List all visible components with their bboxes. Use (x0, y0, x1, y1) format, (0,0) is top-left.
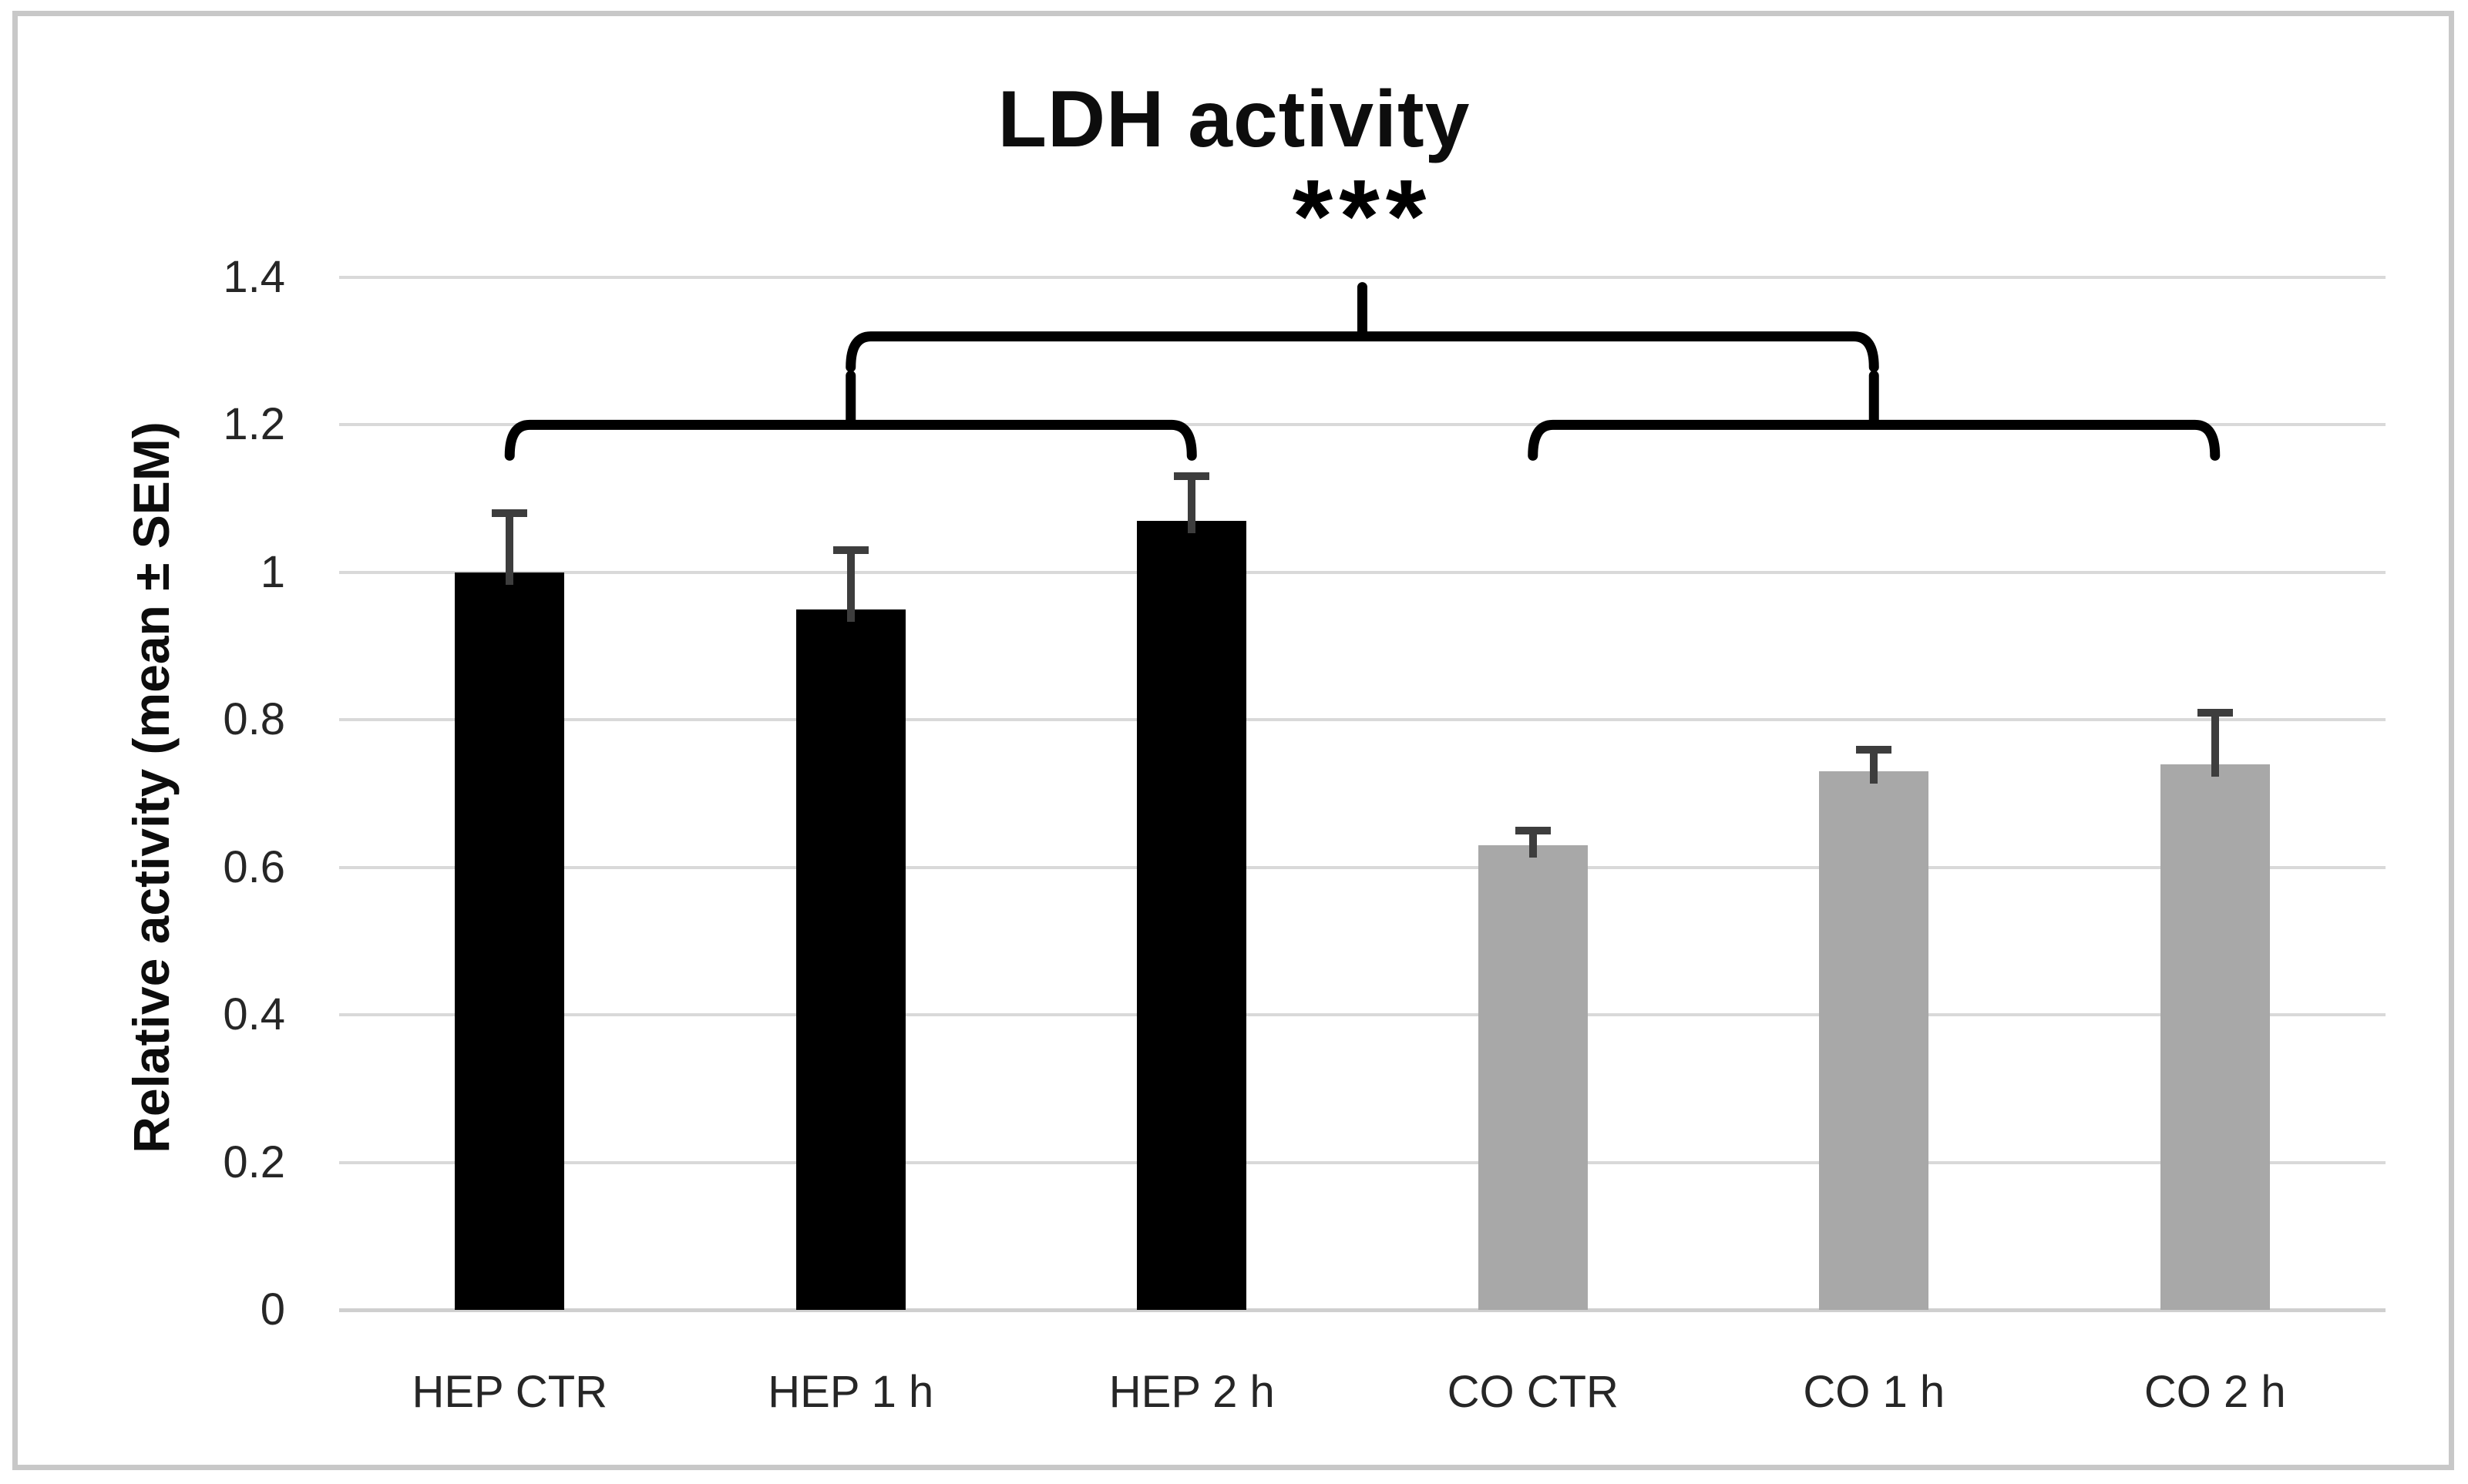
bar-co-2-h (2160, 764, 2270, 1310)
error-bar-cap-hep-2-h (1174, 472, 1210, 481)
gridline-0.4 (339, 1013, 2386, 1017)
bar-hep-1-h (795, 609, 906, 1310)
y-tick-label-0.4: 0.4 (223, 989, 285, 1040)
bar-co-1-h (1819, 771, 1929, 1310)
bar-hep-2-h (1137, 520, 1247, 1310)
y-tick-label-1.2: 1.2 (223, 399, 285, 450)
error-bar-cap-co-1-h (1856, 745, 1892, 754)
y-tick-label-1: 1 (260, 546, 285, 597)
gridline-1.4 (339, 276, 2386, 279)
error-bar-cap-co-ctr (1515, 826, 1551, 834)
main-bracket (846, 331, 1879, 373)
y-tick-label-0.2: 0.2 (223, 1137, 285, 1187)
chart-title: LDH activity (997, 75, 1471, 164)
y-tick-label-0.8: 0.8 (223, 694, 285, 745)
x-tick-label-hep-2-h: HEP 2 h (1108, 1367, 1275, 1417)
x-tick-label-co-ctr: CO CTR (1447, 1367, 1619, 1417)
error-bar-stem-hep-2-h (1188, 476, 1196, 533)
gridline-1 (339, 570, 2386, 574)
group-bracket-1 (1528, 419, 2221, 461)
x-axis-line (339, 1308, 2386, 1312)
y-tick-label-0: 0 (260, 1284, 285, 1335)
gridline-1.2 (339, 423, 2386, 427)
error-bar-stem-co-2-h (2211, 712, 2219, 777)
error-bar-stem-co-1-h (1870, 749, 1878, 784)
x-tick-label-co-2-h: CO 2 h (2144, 1367, 2286, 1417)
error-bar-stem-hep-ctr (506, 513, 514, 585)
x-tick-label-co-1-h: CO 1 h (1803, 1367, 1945, 1417)
x-tick-label-hep-1-h: HEP 1 h (768, 1367, 934, 1417)
significance-stars: *** (1292, 157, 1433, 274)
group-bracket-0 (504, 419, 1197, 461)
error-bar-cap-co-2-h (2197, 708, 2233, 717)
gridline-0.6 (339, 865, 2386, 869)
y-tick-label-0.6: 0.6 (223, 841, 285, 892)
bar-hep-ctr (455, 572, 565, 1310)
error-bar-stem-co-ctr (1528, 830, 1537, 858)
gridline-0.8 (339, 718, 2386, 722)
y-tick-label-1.4: 1.4 (223, 252, 285, 302)
x-tick-label-hep-ctr: HEP CTR (412, 1367, 608, 1417)
bar-co-ctr (1478, 845, 1588, 1310)
error-bar-cap-hep-1-h (832, 546, 869, 555)
gridline-0.2 (339, 1160, 2386, 1164)
error-bar-stem-hep-1-h (846, 550, 855, 622)
error-bar-cap-hep-ctr (492, 509, 528, 518)
